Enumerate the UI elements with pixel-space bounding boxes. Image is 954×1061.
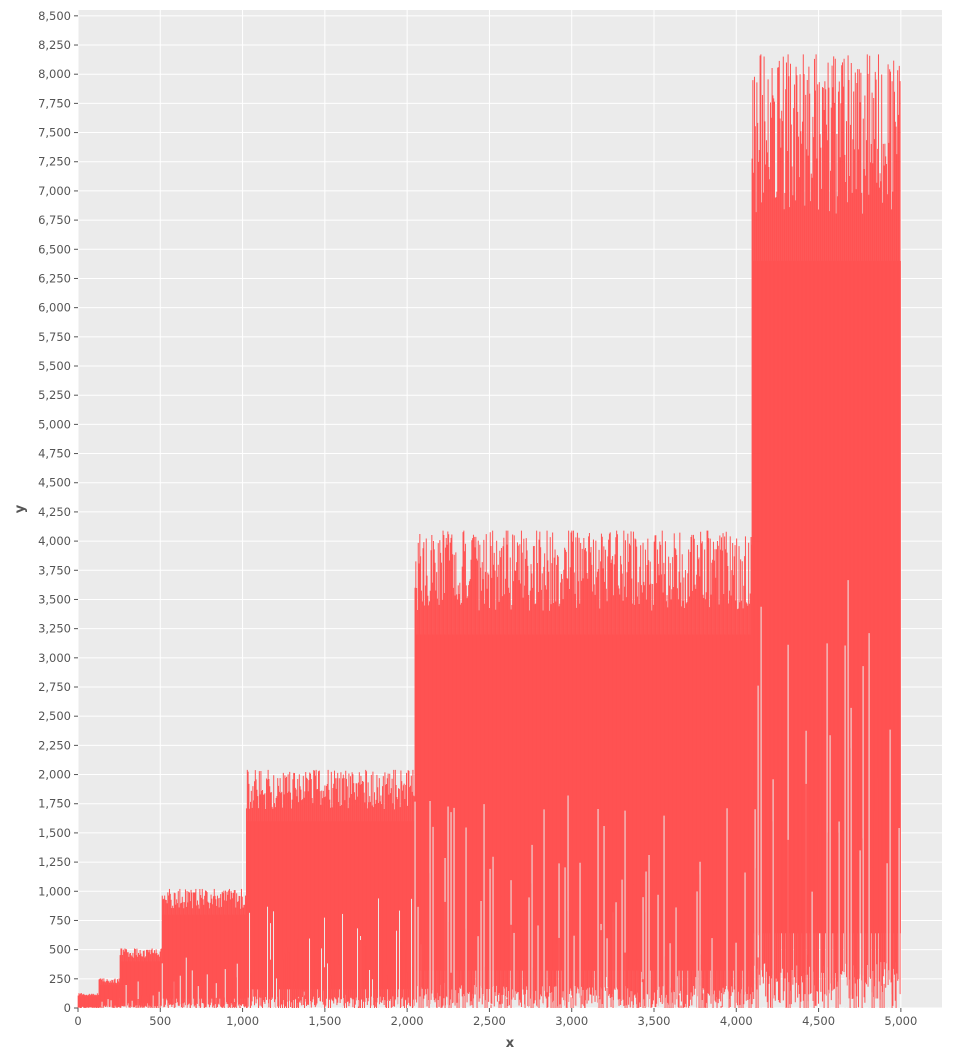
series-layer — [77, 54, 901, 1008]
series-spikes — [751, 54, 901, 1008]
y-tick-label: 6,750 — [38, 213, 71, 227]
y-tick-label: 4,750 — [38, 447, 71, 461]
y-tick-label: 2,500 — [38, 709, 71, 723]
x-tick-label: 4,000 — [720, 1014, 753, 1028]
y-tick-label: 1,000 — [38, 884, 71, 898]
y-tick-label: 4,000 — [38, 534, 71, 548]
y-tick-label: 2,250 — [38, 738, 71, 752]
x-tick-label: 4,500 — [802, 1014, 835, 1028]
y-tick-label: 2,000 — [38, 768, 71, 782]
y-tick-label: 6,500 — [38, 242, 71, 256]
series-base — [755, 736, 897, 1008]
series-base — [119, 991, 161, 1008]
y-tick-label: 1,750 — [38, 797, 71, 811]
y-tick-label: 5,250 — [38, 388, 71, 402]
y-tick-label: 3,500 — [38, 592, 71, 606]
y-tick-label: 5,000 — [38, 417, 71, 431]
y-tick-label: 7,750 — [38, 96, 71, 110]
y-tick-label: 8,250 — [38, 38, 71, 52]
y-tick-label: 5,500 — [38, 359, 71, 373]
series-dips — [125, 981, 160, 1008]
y-tick-label: 2,750 — [38, 680, 71, 694]
series-base — [100, 1000, 114, 1008]
y-tick-label: 5,750 — [38, 330, 71, 344]
x-tick-label: 2,000 — [391, 1014, 424, 1028]
series-spikes — [414, 530, 753, 1008]
y-axis-title: y — [13, 504, 28, 513]
series-dips — [754, 580, 900, 1008]
y-tick-label: 7,000 — [38, 184, 71, 198]
x-tick-label: 5,000 — [884, 1014, 917, 1028]
y-tick-label: 3,750 — [38, 563, 71, 577]
x-tick-label: 2,500 — [473, 1014, 506, 1028]
y-tick-label: 7,250 — [38, 155, 71, 169]
y-tick-label: 6,250 — [38, 271, 71, 285]
y-tick-label: 250 — [49, 972, 71, 986]
x-tick-label: 1,000 — [226, 1014, 259, 1028]
x-tick-label: 3,000 — [555, 1014, 588, 1028]
y-tick-label: 500 — [49, 943, 71, 957]
y-axis-ticks: 0 250 500 750 1,000 1,250 1,500 1,750 2,000 2,250… — [38, 9, 78, 1015]
series-base — [420, 868, 752, 1008]
y-tick-label: 6,000 — [38, 301, 71, 315]
series-spikes — [77, 993, 100, 1008]
series-spikes — [98, 978, 121, 1008]
y-tick-label: 8,000 — [38, 67, 71, 81]
series-base — [167, 973, 241, 1008]
y-tick-label: 7,500 — [38, 126, 71, 140]
x-tick-label: 0 — [74, 1014, 81, 1028]
y-tick-label: 8,500 — [38, 9, 71, 23]
series-base — [79, 1004, 99, 1008]
x-tick-label: 500 — [149, 1014, 171, 1028]
series-base — [246, 938, 414, 1008]
x-tick-label: 1,500 — [308, 1014, 341, 1028]
y-tick-label: 4,250 — [38, 505, 71, 519]
y-tick-label: 3,250 — [38, 622, 71, 636]
y-tick-label: 1,250 — [38, 855, 71, 869]
y-tick-label: 750 — [49, 913, 71, 927]
y-tick-label: 1,500 — [38, 826, 71, 840]
y-tick-label: 4,500 — [38, 476, 71, 490]
x-axis-ticks: 0 500 1,000 1,500 2,000 2,500 3,000 3,500 4,000 4… — [74, 1008, 917, 1028]
y-tick-label: 3,000 — [38, 651, 71, 665]
x-axis-title: x — [506, 1036, 515, 1051]
x-tick-label: 3,500 — [638, 1014, 671, 1028]
y-tick-label: 0 — [64, 1001, 71, 1015]
